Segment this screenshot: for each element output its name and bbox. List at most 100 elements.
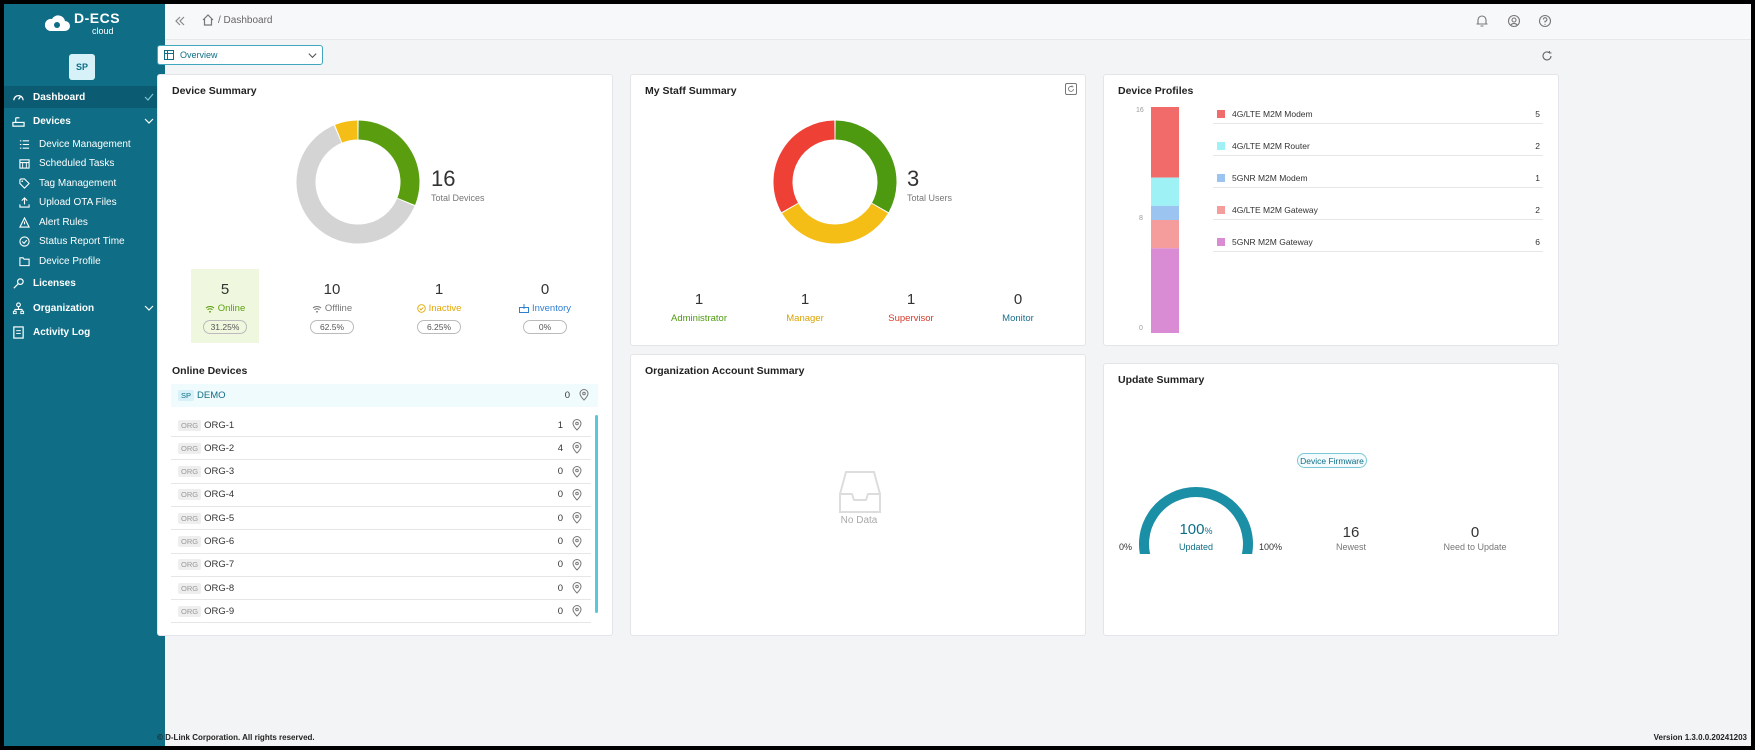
- sidebar-item-device-management[interactable]: Device Management: [4, 135, 165, 153]
- map-pin-icon[interactable]: [571, 512, 583, 524]
- legend-swatch: [1217, 205, 1225, 214]
- sidebar-item-devices[interactable]: Devices: [4, 110, 165, 132]
- map-pin-icon[interactable]: [571, 488, 583, 501]
- devices-icon: [11, 114, 25, 128]
- collapse-sidebar-icon[interactable]: [173, 14, 187, 28]
- staff-role-donut: [773, 120, 897, 244]
- user-circle-icon[interactable]: [1507, 14, 1521, 28]
- sidebar-item-organization[interactable]: Organization: [4, 297, 165, 319]
- device-stat-count: 1: [434, 281, 444, 298]
- device-firmware-badge[interactable]: Device Firmware: [1297, 453, 1367, 468]
- org-name: ORG-7: [204, 559, 235, 571]
- map-pin-icon[interactable]: [571, 465, 583, 478]
- sidebar-item-dashboard[interactable]: Dashboard: [4, 86, 165, 108]
- staff-stat-count: 1: [906, 291, 916, 308]
- org-row-root[interactable]: SP DEMO 0: [171, 384, 598, 407]
- upload-icon: [18, 196, 30, 208]
- org-badge: ORG: [178, 442, 202, 454]
- footer-copyright: © D-Link Corporation. All rights reserve…: [157, 733, 315, 742]
- org-account-summary-card: Organization Account Summary No Data: [630, 354, 1086, 636]
- org-name: ORG-5: [204, 512, 235, 524]
- map-pin-icon[interactable]: [571, 442, 583, 455]
- list-scrollbar[interactable]: [595, 415, 598, 613]
- legend-label: 5GNR M2M Modem: [1232, 172, 1308, 183]
- bell-icon[interactable]: [1475, 14, 1489, 28]
- staff-detail-icon[interactable]: [1065, 83, 1077, 95]
- sidebar-item-status-report-time[interactable]: Status Report Time: [4, 232, 165, 250]
- device-summary-title: Device Summary: [172, 85, 257, 97]
- org-row[interactable]: ORG ORG-5 0: [171, 507, 591, 531]
- cloud-logo-icon: [44, 15, 70, 31]
- overview-select-value: Overview: [180, 50, 218, 60]
- org-row[interactable]: ORG ORG-4 0: [171, 484, 591, 507]
- donut-slice[interactable]: [357, 120, 420, 205]
- profile-legend-row[interactable]: 4G/LTE M2M Router 2: [1213, 136, 1543, 156]
- profile-bar-segment[interactable]: [1151, 220, 1179, 249]
- sidebar-item-label: Device Profile: [39, 255, 101, 267]
- legend-label: 4G/LTE M2M Modem: [1232, 108, 1313, 119]
- sidebar-item-device-profile[interactable]: Device Profile: [4, 252, 165, 270]
- device-profiles-card: Device Profiles 16 8 0 4G/LTE M2M Modem 5…: [1103, 74, 1559, 346]
- gauge-percent: 100%: [1164, 521, 1228, 539]
- org-name: ORG-3: [204, 466, 235, 478]
- sidebar-item-tag-management[interactable]: Tag Management: [4, 174, 165, 192]
- org-name: ORG-1: [204, 419, 235, 431]
- legend-value: 5: [1535, 108, 1540, 119]
- map-pin-icon[interactable]: [571, 582, 583, 594]
- sidebar-item-scheduled-tasks[interactable]: Scheduled Tasks: [4, 154, 165, 172]
- device-summary-card: Device Summary 16 Total Devices 5 Online 3…: [157, 74, 613, 636]
- gauge-min-label: 0%: [1119, 542, 1133, 552]
- org-row[interactable]: ORG ORG-8 0: [171, 577, 591, 601]
- help-icon[interactable]: [1538, 14, 1552, 28]
- profile-legend-row[interactable]: 5GNR M2M Modem 1: [1213, 168, 1543, 188]
- device-stat-percent: 6.25%: [417, 320, 461, 334]
- tag-icon: [18, 177, 30, 189]
- avatar[interactable]: SP: [69, 54, 95, 80]
- profile-bar-segment[interactable]: [1151, 248, 1179, 333]
- org-count: 0: [557, 559, 563, 571]
- donut-slice[interactable]: [773, 120, 836, 213]
- org-name: ORG-6: [204, 536, 235, 547]
- update-summary-title: Update Summary: [1118, 374, 1205, 386]
- map-pin-icon[interactable]: [571, 605, 583, 618]
- brand-name: D-ECS: [74, 10, 121, 26]
- overview-select[interactable]: Overview: [157, 45, 323, 65]
- home-icon[interactable]: [201, 13, 215, 27]
- list-icon: [18, 138, 30, 150]
- org-row[interactable]: ORG ORG-6 0: [171, 531, 591, 554]
- sidebar-item-upload-ota-files[interactable]: Upload OTA Files: [4, 193, 165, 211]
- org-row[interactable]: ORG ORG-1 1: [171, 414, 591, 437]
- sidebar-item-licenses[interactable]: Licenses: [4, 272, 165, 294]
- profile-bar-segment[interactable]: [1151, 177, 1179, 206]
- profile-legend-row[interactable]: 4G/LTE M2M Gateway 2: [1213, 200, 1543, 220]
- staff-summary-card: My Staff Summary 3 Total Users 1 Administ…: [630, 74, 1086, 346]
- donut-slice[interactable]: [335, 120, 358, 143]
- staff-stat-count: 1: [694, 291, 704, 308]
- legend-swatch: [1217, 237, 1225, 246]
- speedometer-icon: [11, 90, 25, 104]
- axis-tick: 8: [1139, 215, 1143, 222]
- profile-legend-row[interactable]: 4G/LTE M2M Modem 5: [1213, 104, 1543, 124]
- map-pin-icon[interactable]: [571, 419, 583, 431]
- device-status-donut: [296, 120, 420, 244]
- org-row[interactable]: ORG ORG-2 4: [171, 437, 591, 461]
- device-stat-label: Online: [175, 303, 275, 314]
- map-pin-icon[interactable]: [571, 535, 583, 548]
- chevron-down-icon: [144, 305, 154, 311]
- org-row[interactable]: ORG ORG-3 0: [171, 461, 591, 484]
- profile-bar-segment[interactable]: [1151, 107, 1179, 178]
- map-pin-icon[interactable]: [571, 558, 583, 571]
- clock-check-icon: [416, 304, 426, 313]
- profile-bar-segment[interactable]: [1151, 205, 1179, 220]
- refresh-icon[interactable]: [1541, 50, 1553, 62]
- donut-slice[interactable]: [834, 120, 897, 213]
- sidebar-item-alert-rules[interactable]: Alert Rules: [4, 213, 165, 231]
- org-row[interactable]: ORG ORG-9 0: [171, 600, 591, 624]
- profile-legend-row[interactable]: 5GNR M2M Gateway 6: [1213, 232, 1543, 252]
- org-row[interactable]: ORG ORG-7 0: [171, 554, 591, 577]
- map-pin-icon[interactable]: [578, 389, 590, 401]
- inventory-icon: [518, 304, 529, 313]
- sidebar-item-activity-log[interactable]: Activity Log: [4, 321, 165, 343]
- donut-slice[interactable]: [782, 203, 888, 244]
- donut-slice[interactable]: [296, 125, 415, 244]
